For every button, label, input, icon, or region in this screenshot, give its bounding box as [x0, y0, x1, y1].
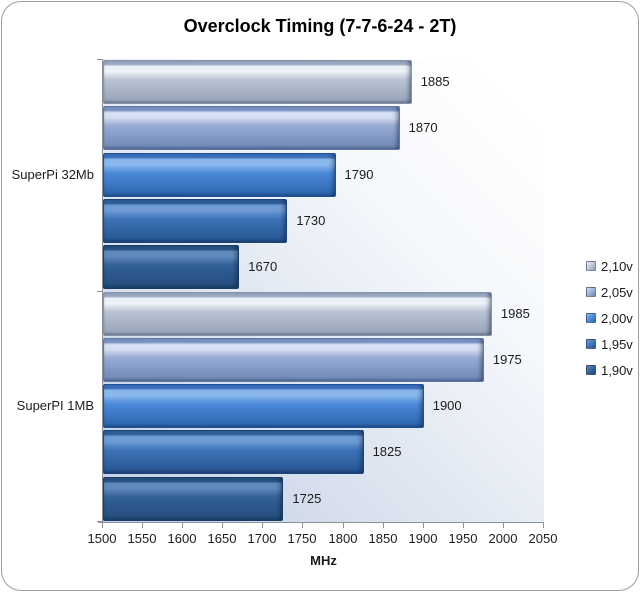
- x-tick-mark: [302, 523, 303, 528]
- x-tick-label: 1550: [127, 531, 157, 546]
- legend-label: 2,10v: [601, 258, 633, 274]
- legend-item-2-10v: 2,10v: [586, 253, 633, 279]
- x-tick-mark: [102, 523, 103, 528]
- bar-value-label: 1670: [248, 259, 278, 275]
- x-tick-mark: [222, 523, 223, 528]
- category-tick-mark: [97, 59, 103, 60]
- bar-superpi-32mb-1-90v: [103, 245, 240, 290]
- bar-value-label: 1885: [420, 74, 450, 89]
- bar-value-label: 1825: [372, 444, 402, 460]
- bar-superpi-32mb-2-05v: [103, 106, 400, 151]
- bar-value-label: 1730: [296, 212, 326, 228]
- chart-title: Overclock Timing (7-7-6-24 - 2T): [183, 16, 457, 36]
- legend-label: 1,95v: [601, 336, 633, 352]
- bar-superpi-1mb-1-95v: [103, 430, 364, 475]
- x-tick-label: 1750: [287, 531, 317, 546]
- bar-superpi-32mb-1-95v: [103, 198, 288, 243]
- bar-superpi-1mb-2-10v: [103, 291, 492, 336]
- category-tick-mark: [97, 521, 103, 522]
- legend-item-2-05v: 2,05v: [586, 279, 633, 305]
- bar-superpi-32mb-2-10v: [103, 60, 412, 104]
- category-tick-mark: [97, 291, 103, 292]
- x-tick-label: 1850: [368, 531, 398, 546]
- bar-value-label: 1870: [408, 120, 438, 136]
- x-tick-label: 1500: [87, 531, 117, 546]
- legend-item-2-00v: 2,00v: [586, 305, 633, 331]
- x-tick-label: 2050: [528, 531, 558, 546]
- x-tick-label: 1600: [167, 531, 197, 546]
- x-tick-label: 1650: [207, 531, 237, 546]
- bar-value-label: 1975: [492, 351, 522, 367]
- x-tick-mark: [383, 523, 384, 528]
- bar-superpi-1mb-2-00v: [103, 384, 424, 429]
- x-tick-mark: [142, 523, 143, 528]
- category-label-superpi-32mb: SuperPi 32Mb: [11, 166, 94, 182]
- legend-label: 1,90v: [601, 362, 633, 378]
- legend-swatch-icon: [586, 313, 596, 323]
- bar-value-label: 1725: [292, 490, 322, 506]
- legend-label: 2,05v: [601, 284, 633, 300]
- x-tick-label: 1700: [247, 531, 277, 546]
- x-tick-mark: [423, 523, 424, 528]
- x-tick-mark: [182, 523, 183, 528]
- legend-swatch-icon: [586, 287, 596, 297]
- category-label-superpi-1mb: SuperPI 1MB: [16, 398, 94, 414]
- legend-swatch-icon: [586, 339, 596, 349]
- x-axis-line: [98, 522, 544, 523]
- x-tick-mark: [343, 523, 344, 528]
- legend-label: 2,00v: [601, 310, 633, 326]
- x-tick-mark: [543, 523, 544, 528]
- x-tick-mark: [463, 523, 464, 528]
- legend-item-1-90v: 1,90v: [586, 357, 633, 383]
- x-axis-title: MHz: [310, 553, 337, 568]
- bar-value-label: 1985: [500, 305, 530, 321]
- legend-item-1-95v: 1,95v: [586, 331, 633, 357]
- bar-value-label: 1900: [432, 398, 462, 414]
- x-tick-label: 2000: [488, 531, 518, 546]
- x-tick-mark: [503, 523, 504, 528]
- x-tick-label: 1900: [408, 531, 438, 546]
- bar-superpi-1mb-2-05v: [103, 337, 484, 382]
- bar-value-label: 1790: [344, 166, 374, 182]
- legend: 2,10v 2,05v 2,00v 1,95v 1,90v: [586, 253, 633, 383]
- legend-swatch-icon: [586, 365, 596, 375]
- x-tick-label: 1950: [448, 531, 478, 546]
- x-tick-label: 1800: [328, 531, 358, 546]
- bar-superpi-32mb-2-00v: [103, 152, 336, 197]
- x-tick-mark: [262, 523, 263, 528]
- bar-superpi-1mb-1-90v: [103, 476, 284, 521]
- legend-swatch-icon: [586, 261, 596, 271]
